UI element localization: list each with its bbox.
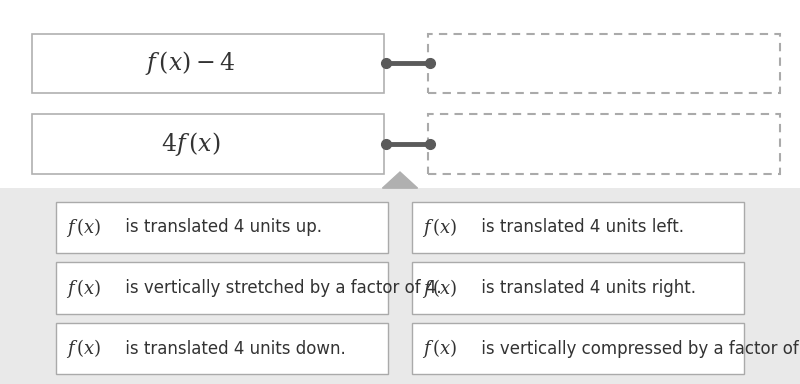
Text: $f\,(x)$: $f\,(x)$ [422,337,457,360]
FancyBboxPatch shape [32,34,384,93]
FancyBboxPatch shape [56,202,388,253]
FancyBboxPatch shape [412,323,744,374]
Text: is vertically compressed by a factor of 4.: is vertically compressed by a factor of … [476,340,800,358]
FancyBboxPatch shape [56,323,388,374]
FancyBboxPatch shape [412,202,744,253]
FancyBboxPatch shape [428,114,780,174]
Polygon shape [382,172,418,188]
FancyBboxPatch shape [428,34,780,93]
Text: is translated 4 units left.: is translated 4 units left. [476,218,684,236]
Text: $f\,(x)$: $f\,(x)$ [66,337,101,360]
FancyBboxPatch shape [32,114,384,174]
Text: is translated 4 units down.: is translated 4 units down. [120,340,346,358]
Text: $f\,(x) - 4$: $f\,(x) - 4$ [146,50,235,77]
Bar [0,0,800,188]
Text: $f\,(x)$: $f\,(x)$ [422,276,457,300]
Bar [0,188,800,384]
FancyBboxPatch shape [412,262,744,314]
Text: is translated 4 units up.: is translated 4 units up. [120,218,322,236]
Text: $f\,(x)$: $f\,(x)$ [66,276,101,300]
Text: $f\,(x)$: $f\,(x)$ [66,216,101,239]
Text: $f\,(x)$: $f\,(x)$ [422,216,457,239]
Text: is translated 4 units right.: is translated 4 units right. [476,279,696,297]
Text: is vertically stretched by a factor of 4.: is vertically stretched by a factor of 4… [120,279,442,297]
FancyBboxPatch shape [56,262,388,314]
Text: $4f\,(x)$: $4f\,(x)$ [161,130,220,158]
